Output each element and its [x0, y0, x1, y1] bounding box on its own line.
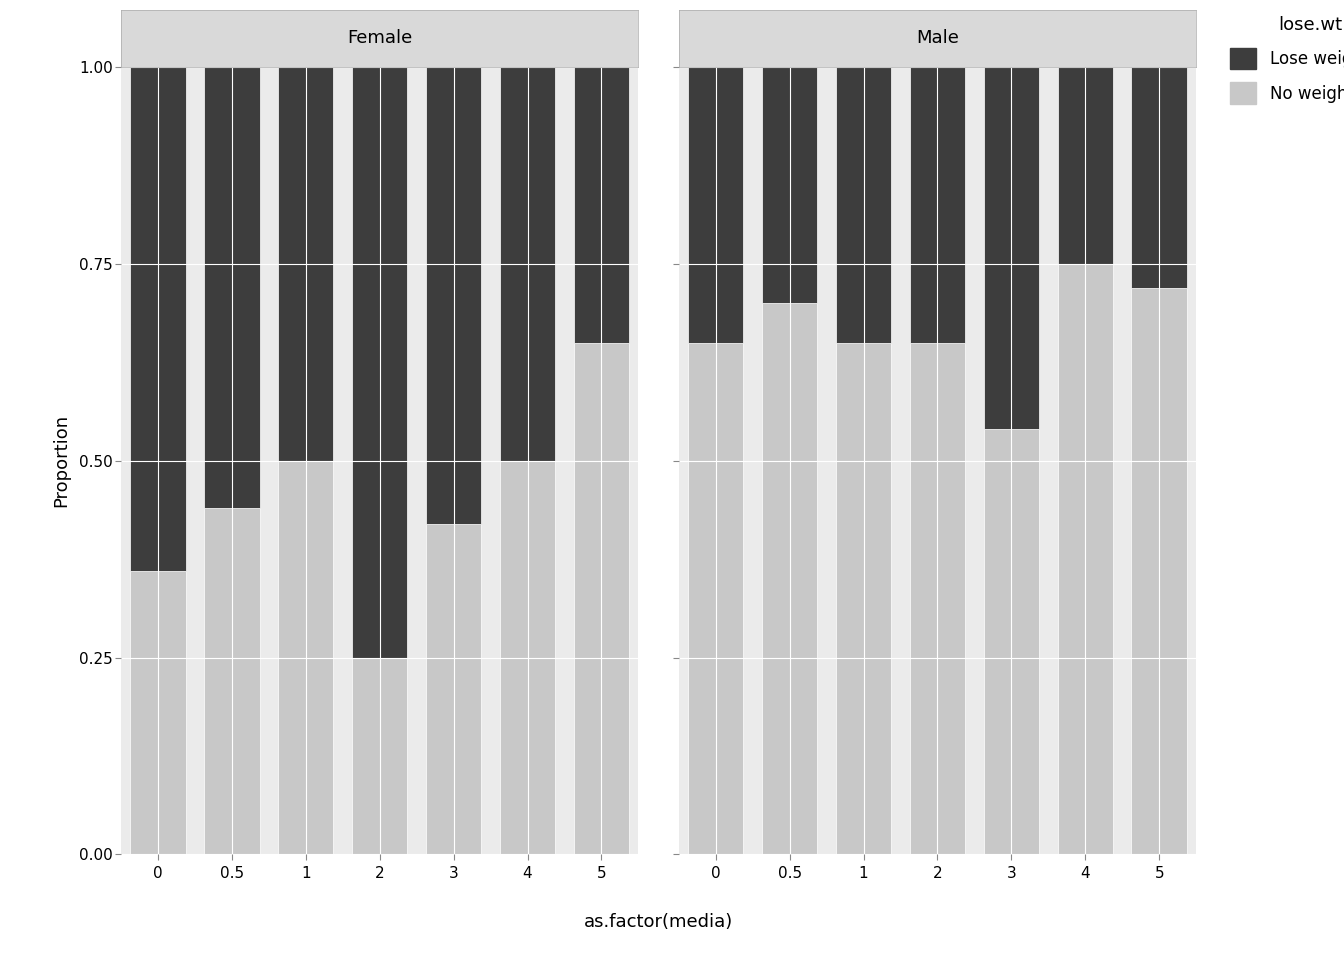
Bar	[910, 67, 965, 343]
Bar	[278, 461, 333, 854]
Text: as.factor(media): as.factor(media)	[583, 913, 734, 931]
Bar	[836, 343, 891, 854]
Legend: Lose weight, No weight loss: Lose weight, No weight loss	[1223, 10, 1344, 110]
Bar	[278, 67, 333, 461]
Bar	[352, 658, 407, 854]
Bar	[836, 67, 891, 343]
Bar	[762, 67, 817, 303]
Bar	[204, 508, 259, 854]
Bar	[426, 67, 481, 524]
Y-axis label: Proportion: Proportion	[52, 414, 70, 508]
Bar	[1058, 264, 1113, 854]
Text: Male: Male	[917, 30, 958, 47]
Bar	[1132, 288, 1187, 854]
Bar	[574, 343, 629, 854]
Bar	[130, 571, 185, 854]
Bar	[1058, 67, 1113, 264]
Bar	[688, 67, 743, 343]
Bar	[426, 524, 481, 854]
Text: Female: Female	[347, 30, 413, 47]
Bar	[1132, 67, 1187, 288]
Bar	[762, 303, 817, 854]
Bar	[984, 67, 1039, 429]
Bar	[130, 67, 185, 571]
Bar	[910, 343, 965, 854]
Bar	[984, 429, 1039, 854]
Bar	[352, 67, 407, 658]
Bar	[574, 67, 629, 343]
Bar	[500, 461, 555, 854]
Bar	[204, 67, 259, 508]
Bar	[688, 343, 743, 854]
Bar	[500, 67, 555, 461]
